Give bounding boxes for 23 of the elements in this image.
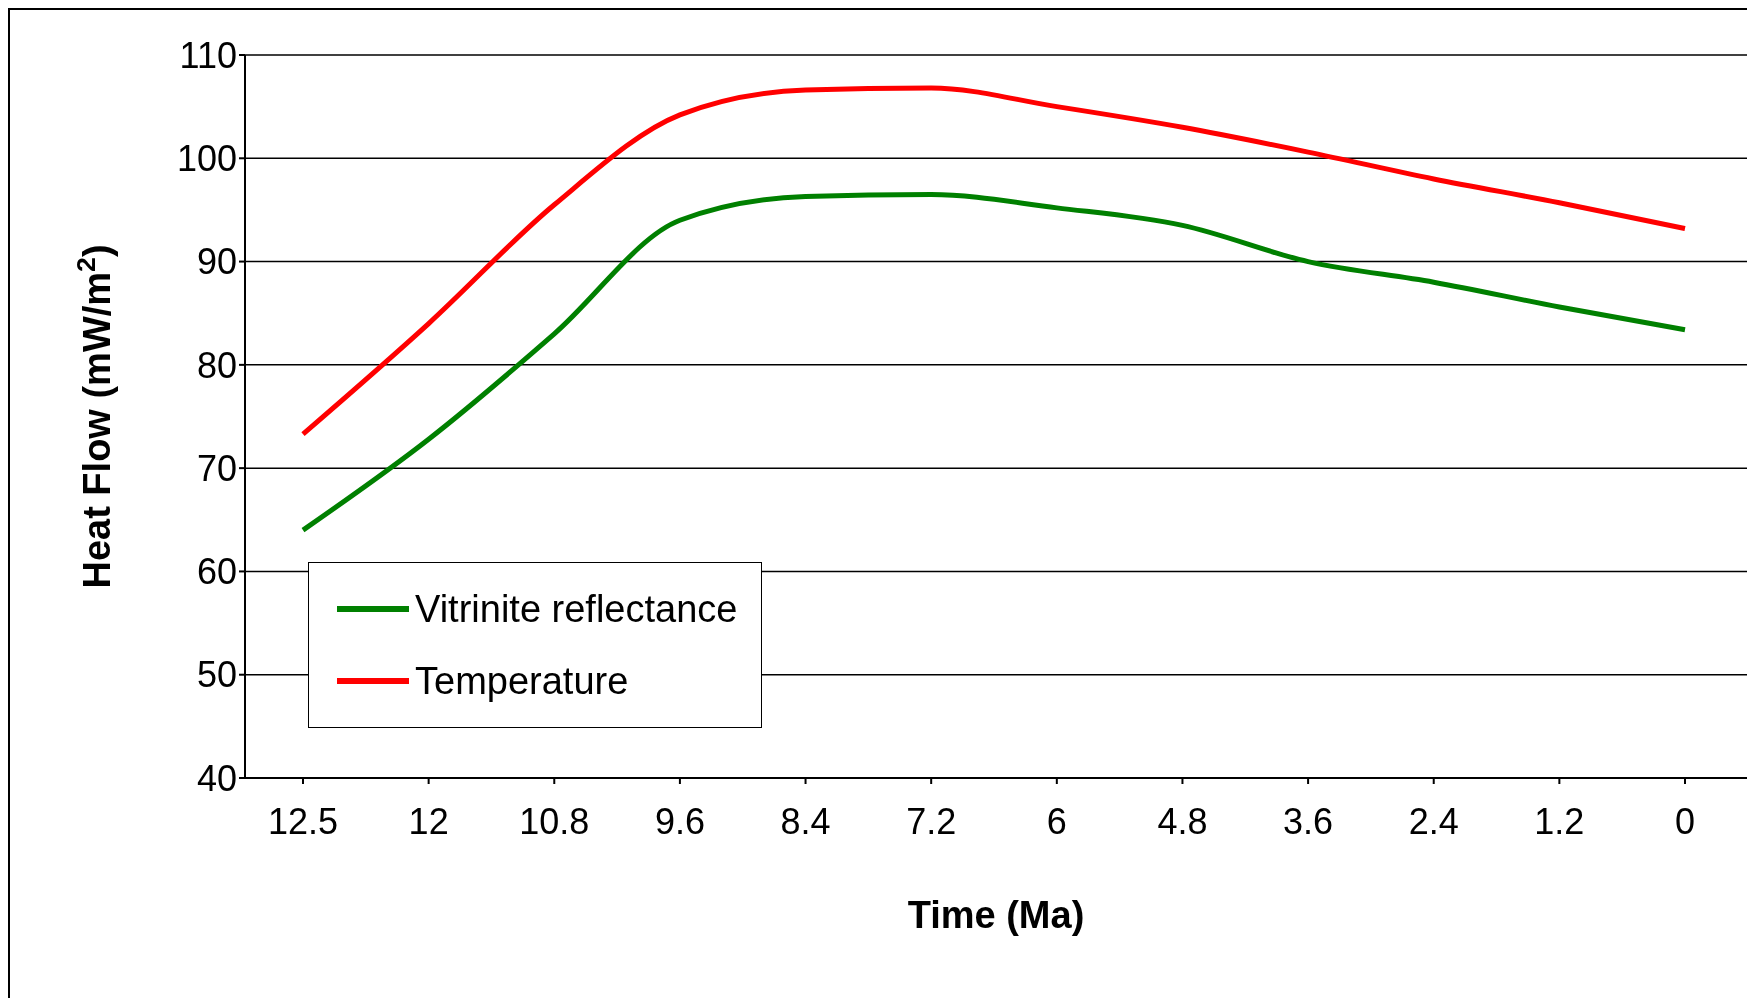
y-tick-label: 80 — [196, 344, 237, 386]
y-tick-label: 60 — [196, 551, 237, 593]
y-tick-label: 70 — [196, 447, 237, 489]
x-tick-label: 7.2 — [906, 800, 957, 842]
legend-label: Vitrinite reflectance — [415, 587, 738, 631]
x-tick-label: 6 — [1046, 800, 1067, 842]
x-tick-label: 9.6 — [654, 800, 705, 842]
x-tick-label: 2.4 — [1408, 800, 1459, 842]
y-tick-label: 40 — [196, 757, 237, 799]
x-axis-title: Time (Ma) — [907, 894, 1085, 936]
x-tick-label: 1.2 — [1534, 800, 1585, 842]
x-tick-label: 8.4 — [780, 800, 831, 842]
x-tick-label: 12 — [408, 800, 449, 842]
legend-label: Temperature — [415, 659, 629, 703]
x-tick-label: 4.8 — [1157, 800, 1208, 842]
y-tick-label: 50 — [196, 654, 237, 696]
x-tick-label: 0 — [1674, 800, 1696, 842]
x-tick-label: 12.5 — [267, 800, 339, 842]
x-tick-label: 3.6 — [1283, 800, 1334, 842]
x-tick-label: 10.8 — [519, 800, 590, 842]
y-tick-label: 100 — [176, 138, 237, 180]
y-tick-label: 110 — [179, 34, 237, 76]
y-tick-label: 90 — [196, 241, 237, 283]
